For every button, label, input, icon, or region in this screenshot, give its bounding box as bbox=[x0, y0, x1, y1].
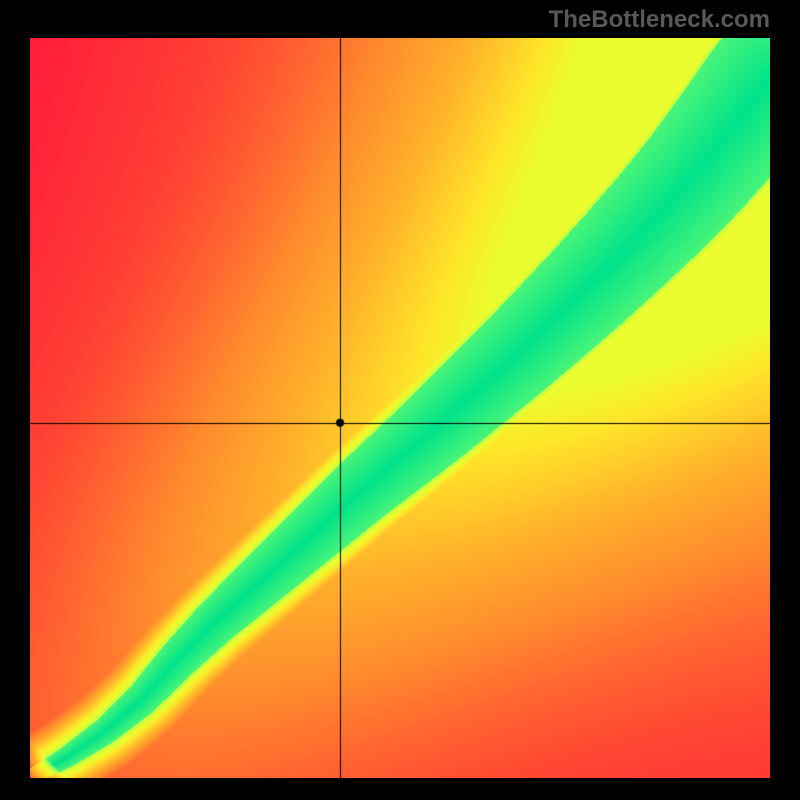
bottleneck-heatmap bbox=[30, 38, 770, 778]
chart-container: TheBottleneck.com bbox=[0, 0, 800, 800]
watermark-text: TheBottleneck.com bbox=[549, 6, 770, 34]
